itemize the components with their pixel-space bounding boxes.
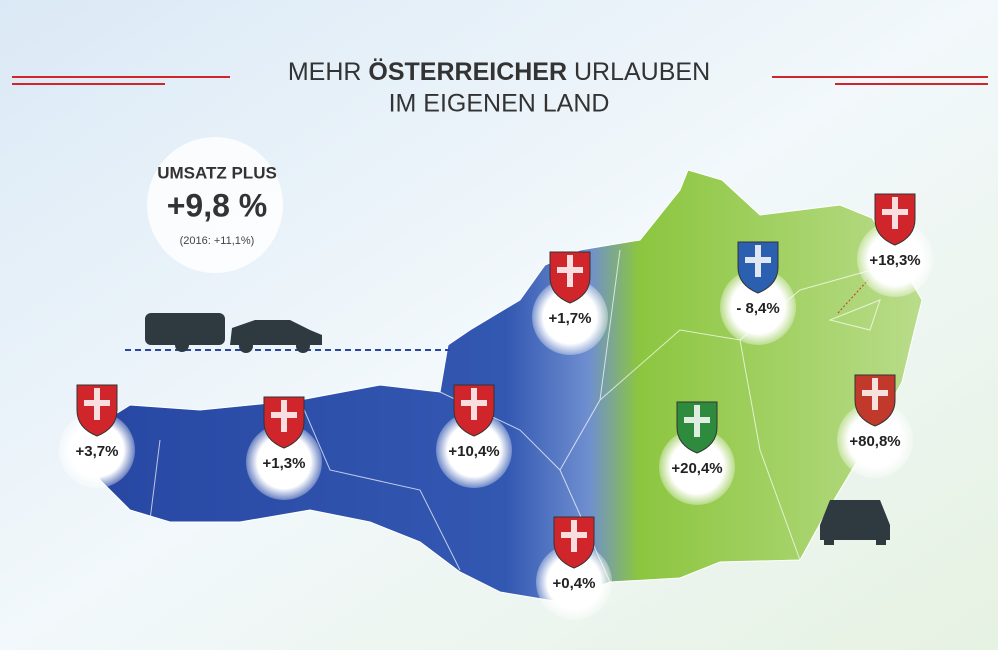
title-line2: IM EIGENEN LAND	[389, 90, 610, 118]
decor-lines	[12, 76, 988, 85]
region-value: +10,4%	[448, 443, 499, 460]
region-badge	[659, 429, 735, 505]
region-badge	[59, 412, 135, 488]
region-value: +1,7%	[549, 310, 592, 327]
coat-of-arms-detail	[561, 520, 587, 552]
coat-of-arms-detail	[882, 197, 908, 229]
coat-of-arms-detail	[557, 255, 583, 287]
region-value: +80,8%	[849, 433, 900, 450]
region-value: +1,3%	[263, 455, 306, 472]
region-badge	[532, 279, 608, 355]
coat-of-arms-detail	[461, 388, 487, 420]
region-badge	[837, 402, 913, 478]
region-value: +3,7%	[76, 443, 119, 460]
region-badge	[536, 544, 612, 620]
coat-of-arms-detail	[684, 405, 710, 437]
region-value: +0,4%	[553, 575, 596, 592]
coat-of-arms-detail	[271, 400, 297, 432]
region-badge	[436, 412, 512, 488]
summary-value: +9,8 %	[167, 187, 268, 223]
region-badge	[857, 221, 933, 297]
coat-of-arms-detail	[862, 378, 888, 410]
region-value: - 8,4%	[736, 300, 779, 317]
region-value: +20,4%	[671, 460, 722, 477]
coat-of-arms-detail	[745, 245, 771, 277]
region-value: +18,3%	[869, 252, 920, 269]
summary-label: UMSATZ PLUS	[157, 163, 277, 182]
region-badge	[720, 269, 796, 345]
coat-of-arms-detail	[84, 388, 110, 420]
vienna-pointer	[837, 279, 869, 314]
summary-note: (2016: +11,1%)	[180, 235, 255, 247]
summary-badge	[147, 137, 283, 273]
title-line1: MEHR ÖSTERREICHER URLAUBEN	[288, 57, 710, 86]
region-badge	[246, 424, 322, 500]
car-icon	[820, 500, 890, 545]
caravan-car-icon	[145, 313, 322, 353]
